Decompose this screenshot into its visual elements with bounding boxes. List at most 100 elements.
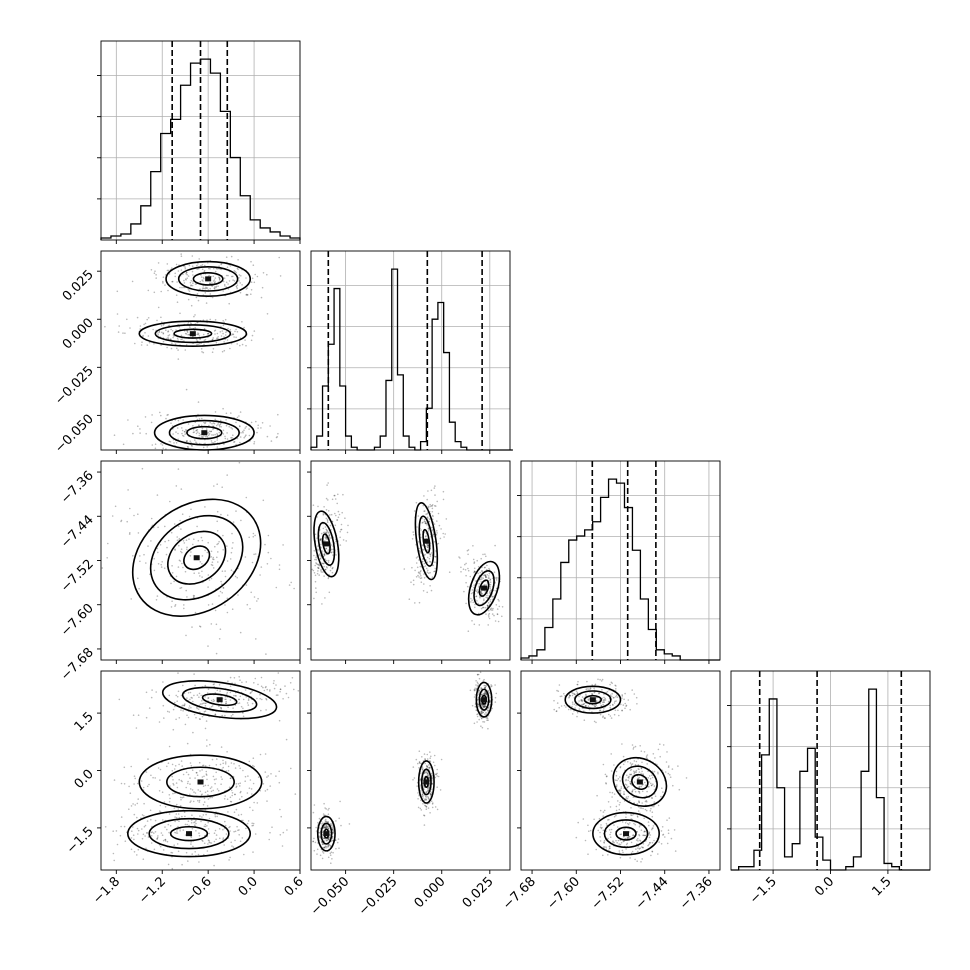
sample-point — [194, 684, 196, 687]
sample-point — [186, 714, 188, 717]
sample-point — [259, 697, 262, 700]
sample-point — [617, 800, 619, 802]
sample-point — [165, 337, 168, 340]
sample-point — [484, 591, 487, 593]
sample-point — [293, 587, 295, 590]
sample-point — [191, 284, 194, 287]
sample-point — [196, 264, 198, 267]
sample-point — [166, 840, 169, 843]
sample-point — [174, 820, 176, 823]
sample-point — [213, 267, 215, 270]
sample-point — [649, 842, 651, 844]
sample-point — [418, 547, 421, 550]
sample-point — [602, 763, 605, 766]
sample-point — [320, 571, 323, 573]
sample-point — [250, 281, 253, 284]
sample-point — [419, 577, 422, 580]
sample-point — [467, 569, 470, 572]
sample-point — [189, 801, 191, 803]
sample-point — [327, 838, 330, 840]
sample-point — [436, 772, 438, 775]
sample-point — [477, 713, 479, 715]
sample-point — [226, 438, 229, 440]
sample-point — [317, 548, 319, 551]
sample-point — [484, 704, 486, 707]
sample-point — [238, 798, 241, 800]
sample-point — [158, 331, 161, 334]
contour-level-0 — [564, 685, 622, 714]
sample-point — [195, 441, 197, 444]
sample-point — [495, 577, 497, 580]
sample-point — [146, 318, 148, 321]
sample-point — [487, 719, 489, 721]
sample-point — [216, 332, 219, 335]
sample-point — [197, 262, 199, 265]
sample-point — [221, 768, 223, 771]
sample-point — [483, 721, 486, 723]
sample-point — [242, 431, 244, 434]
sample-point — [629, 769, 632, 772]
sample-point — [143, 802, 145, 805]
sample-point — [326, 559, 328, 562]
sample-point — [193, 694, 195, 697]
sample-point — [624, 783, 627, 786]
sample-point — [194, 792, 197, 794]
sample-point — [235, 271, 237, 274]
sample-point — [207, 434, 210, 437]
sample-point — [133, 838, 135, 841]
sample-point — [218, 276, 220, 278]
sample-point — [615, 774, 618, 777]
sample-point — [482, 721, 484, 723]
sample-point — [429, 571, 431, 574]
sample-point — [325, 825, 328, 827]
sample-point — [123, 825, 126, 828]
sample-point — [278, 719, 281, 722]
sample-point — [485, 576, 487, 578]
sample-point — [212, 434, 215, 436]
sample-point — [224, 795, 226, 797]
sample-point — [602, 701, 605, 703]
sample-point — [224, 437, 227, 440]
sample-point — [431, 529, 434, 532]
sample-point — [159, 544, 162, 546]
sample-point — [470, 597, 472, 600]
sample-point — [424, 522, 427, 524]
sample-point — [638, 833, 640, 836]
sample-point — [190, 441, 192, 444]
sample-point — [206, 739, 208, 741]
sample-point — [629, 836, 631, 838]
contour-level-1 — [177, 265, 239, 292]
sample-point — [484, 692, 486, 694]
sample-point — [484, 692, 487, 695]
sample-point — [201, 769, 203, 771]
sample-point — [273, 680, 275, 682]
sample-point — [233, 440, 236, 443]
sample-point — [278, 256, 281, 259]
sample-point — [290, 767, 292, 770]
sample-point — [481, 712, 483, 715]
sample-point — [279, 688, 282, 690]
sample-point — [472, 558, 475, 561]
density-peak — [205, 276, 212, 282]
sample-point — [426, 546, 429, 549]
sample-point — [193, 713, 196, 716]
sample-point — [198, 258, 200, 260]
sample-point — [226, 266, 229, 269]
sample-point — [150, 517, 153, 520]
sample-point — [211, 351, 214, 354]
sample-point — [425, 567, 428, 570]
sample-point — [187, 716, 190, 719]
sample-point — [172, 728, 175, 731]
sample-point — [621, 709, 623, 712]
sample-point — [620, 787, 622, 790]
sample-point — [223, 283, 226, 286]
sample-point — [330, 537, 332, 539]
sample-point — [150, 818, 152, 821]
sample-point — [112, 852, 115, 855]
sample-point — [252, 851, 254, 853]
sample-point — [215, 838, 217, 841]
panel-3-3: −1.5 0.0 1.5 — [727, 670, 931, 907]
sample-point — [426, 513, 429, 515]
sample-point — [207, 688, 210, 691]
sample-point — [194, 824, 196, 826]
